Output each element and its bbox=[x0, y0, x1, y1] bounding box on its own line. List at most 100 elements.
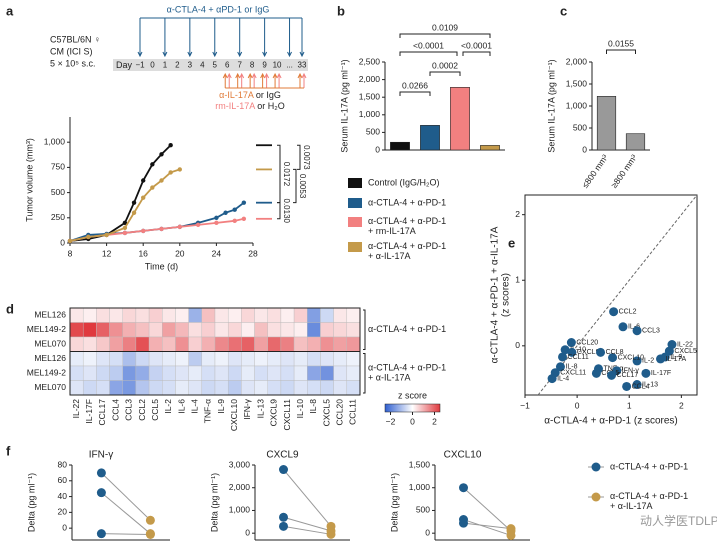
y-tick-label: 0 bbox=[425, 527, 430, 537]
arrow bbox=[137, 18, 143, 58]
point bbox=[214, 215, 219, 220]
series-line bbox=[69, 168, 181, 242]
bracket bbox=[399, 33, 491, 38]
p-value: 0.0073 bbox=[302, 145, 311, 170]
point bbox=[632, 356, 642, 366]
point-label: IL-10 bbox=[570, 347, 586, 354]
point bbox=[241, 216, 247, 222]
y-tick-label: 0 bbox=[62, 522, 67, 532]
cell bbox=[201, 336, 216, 352]
point bbox=[177, 167, 182, 172]
cell bbox=[241, 336, 255, 352]
cell bbox=[293, 307, 308, 323]
cell bbox=[333, 336, 348, 352]
point-label: CCL8 bbox=[606, 349, 624, 356]
point bbox=[67, 238, 73, 244]
y-tick-label: 40 bbox=[58, 491, 68, 501]
cell bbox=[69, 336, 84, 352]
day: 10 bbox=[273, 61, 282, 70]
y-tick-label: 80 bbox=[58, 459, 68, 469]
cell bbox=[148, 351, 163, 367]
y-axis-label: Delta (pg ml⁻¹) bbox=[209, 473, 219, 532]
cell bbox=[69, 322, 84, 338]
cell bbox=[122, 380, 137, 396]
point-label: CXCL10 bbox=[618, 354, 645, 361]
cell bbox=[96, 322, 110, 338]
x-tick-label: 1 bbox=[627, 400, 632, 410]
text-line: α-CTLA-4 + α-PD-1 bbox=[368, 216, 446, 226]
arrow bbox=[235, 72, 241, 88]
arrow bbox=[272, 72, 278, 88]
treatment: α-CTLA-4 + αPD-1 or IgG bbox=[167, 4, 270, 14]
bracket bbox=[462, 51, 491, 56]
point bbox=[168, 170, 173, 175]
cell bbox=[188, 322, 203, 338]
bracket bbox=[399, 91, 431, 96]
day: 5 bbox=[213, 61, 218, 70]
arrow bbox=[222, 72, 228, 88]
col-label: IL-8 bbox=[308, 399, 318, 414]
point bbox=[159, 152, 164, 157]
point-label: IFN-γ bbox=[622, 368, 640, 375]
x-tick-label: 16 bbox=[138, 248, 148, 258]
cell bbox=[188, 351, 203, 367]
point bbox=[223, 210, 228, 215]
p-value: 0.0109 bbox=[432, 22, 458, 32]
y-tick-label: 3,000 bbox=[229, 459, 251, 469]
bracket bbox=[297, 144, 301, 170]
x-tick-label: 2 bbox=[679, 400, 684, 410]
x-axis-label: Time (d) bbox=[145, 261, 178, 271]
y-tick-label: 500 bbox=[366, 127, 380, 137]
point bbox=[122, 225, 128, 231]
point bbox=[632, 326, 642, 336]
cell bbox=[175, 307, 189, 323]
point bbox=[506, 530, 516, 540]
day: 1 bbox=[163, 61, 168, 70]
point bbox=[506, 524, 516, 534]
day: 4 bbox=[200, 61, 205, 70]
cell bbox=[96, 380, 110, 396]
point bbox=[232, 207, 237, 212]
y-tick-label: 1,000 bbox=[566, 100, 588, 110]
cell bbox=[109, 351, 123, 367]
cell bbox=[333, 322, 348, 338]
point bbox=[279, 521, 288, 531]
col-label: IL-22 bbox=[71, 399, 81, 419]
cell bbox=[346, 380, 361, 396]
col-label: CXCL11 bbox=[282, 399, 292, 431]
point-label: CCL3 bbox=[642, 328, 660, 335]
chart-title: IFN-γ bbox=[89, 450, 113, 461]
bar bbox=[480, 145, 500, 151]
cell bbox=[82, 365, 97, 381]
y-axis-label: Serum IL-17A (pg ml⁻¹) bbox=[546, 59, 556, 152]
y-tick-label: 2,500 bbox=[359, 56, 381, 66]
cell bbox=[280, 365, 295, 381]
y-tick-label: 2,000 bbox=[229, 482, 251, 492]
point bbox=[232, 218, 237, 224]
y-tick-label: 500 bbox=[416, 505, 430, 515]
point-label: CCL4 bbox=[632, 383, 650, 390]
cell bbox=[293, 322, 308, 338]
point-label: IL-8 bbox=[565, 364, 577, 371]
point-label: CXCL11 bbox=[560, 370, 586, 377]
cell bbox=[307, 336, 321, 352]
col-label: CCL20 bbox=[334, 399, 344, 426]
point bbox=[241, 200, 247, 205]
col-label: CCL3 bbox=[124, 399, 134, 421]
legend-label: α-CTLA-4 + α-PD-1 + α-IL-17A bbox=[368, 241, 446, 261]
cell bbox=[96, 351, 110, 367]
col-label: IL-13 bbox=[255, 399, 265, 419]
bracket bbox=[277, 144, 281, 204]
point-label: CCL2 bbox=[619, 309, 637, 316]
point bbox=[608, 353, 618, 363]
cell bbox=[122, 336, 137, 352]
cell bbox=[109, 365, 123, 381]
arrow bbox=[239, 72, 245, 88]
point bbox=[96, 529, 106, 539]
cell bbox=[188, 365, 203, 381]
point-label: IL-2 bbox=[642, 358, 654, 365]
y-tick-label: 500 bbox=[573, 122, 587, 132]
colorbar-tick-label: −2 bbox=[386, 416, 396, 426]
cell bbox=[122, 322, 137, 338]
